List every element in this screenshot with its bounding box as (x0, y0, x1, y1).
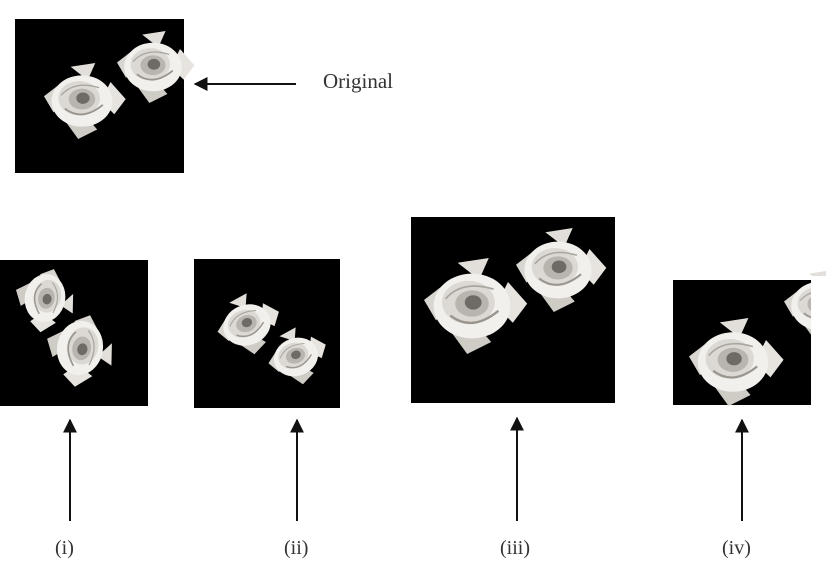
variant-iv-image (673, 269, 826, 410)
original-label: Original (323, 69, 393, 93)
variant-iii-label: (iii) (500, 537, 530, 559)
variant-i-label: (i) (55, 537, 74, 559)
variant-iii-image (411, 217, 615, 403)
original-image (15, 19, 196, 173)
variant-ii-image (194, 259, 340, 408)
variant-i-image (0, 260, 148, 406)
variant-ii-label: (ii) (284, 537, 309, 559)
variant-iv-label: (iv) (722, 537, 751, 559)
